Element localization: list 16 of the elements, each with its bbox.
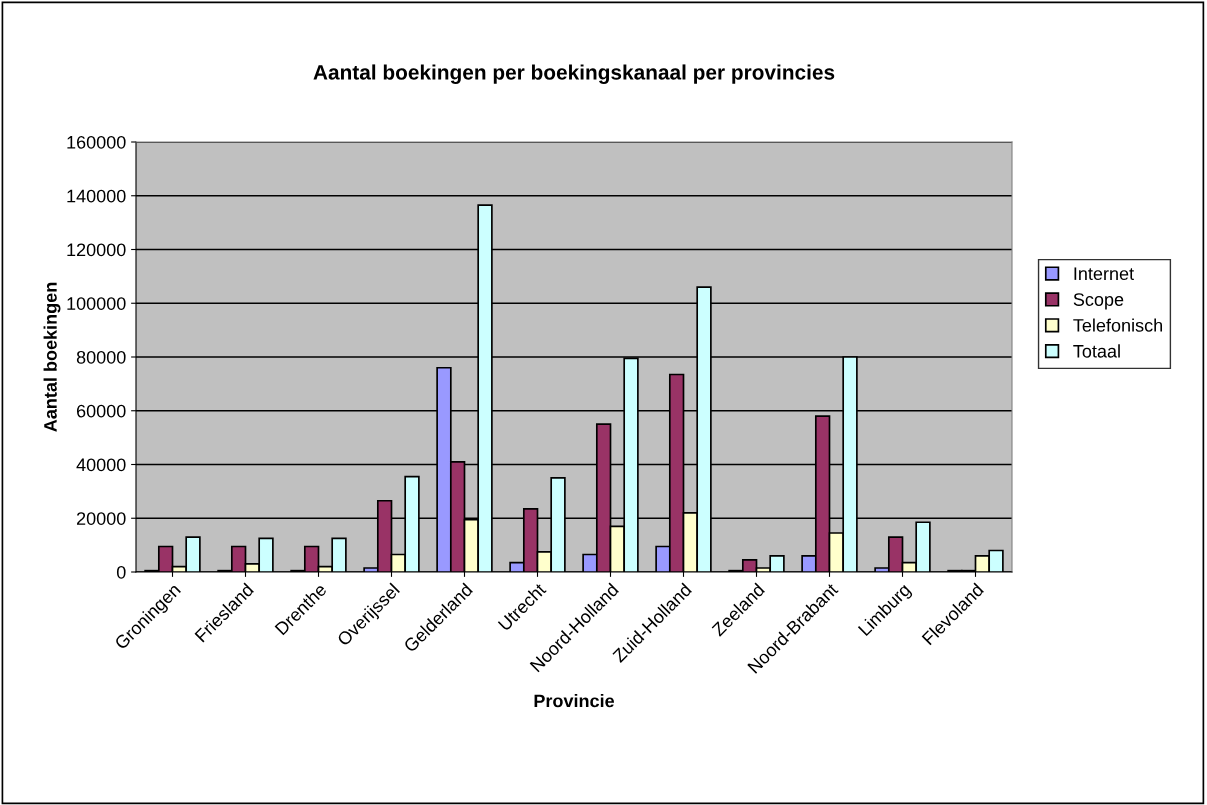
- y-tick-label: 0: [116, 565, 126, 579]
- legend-label: Scope: [1073, 293, 1124, 310]
- x-axis-title: Provincie: [534, 694, 615, 708]
- legend-label: Internet: [1074, 267, 1134, 281]
- y-axis-title: Aantal boekingen: [43, 282, 61, 432]
- y-tick-label: 60000: [76, 404, 126, 418]
- y-tick-label: 120000: [67, 243, 126, 257]
- y-tick-label: 100000: [67, 297, 126, 310]
- y-tick-label: 80000: [76, 350, 126, 364]
- y-tick-label: 160000: [67, 135, 126, 149]
- y-tick-label: 140000: [67, 189, 126, 203]
- legend-label: Telefonisch: [1073, 318, 1162, 332]
- y-tick-label: 20000: [76, 512, 126, 525]
- legend-label: Totaal: [1073, 344, 1120, 358]
- chart-title: Aantal boekingen per boekingskanaal per provincies: [313, 64, 835, 84]
- y-tick-label: 40000: [76, 458, 126, 472]
